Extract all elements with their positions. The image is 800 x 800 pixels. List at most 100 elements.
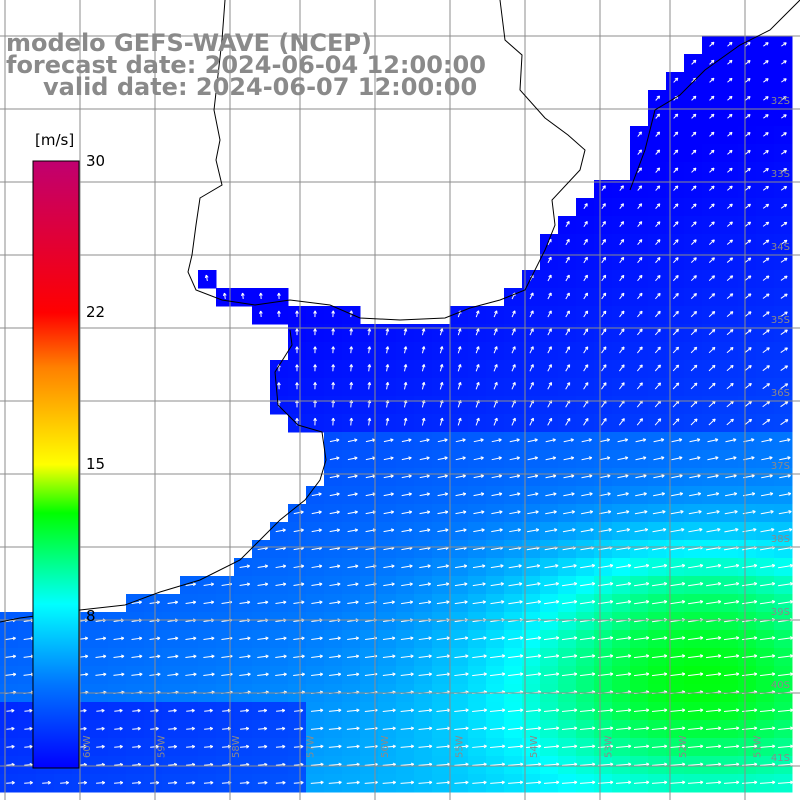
lon-label: 57W [306, 735, 317, 758]
wind-arrow [651, 708, 668, 713]
wind-arrow [527, 492, 539, 497]
wind-arrow [385, 364, 390, 372]
wind-arrow [526, 600, 542, 605]
wind-arrow [329, 582, 341, 587]
wind-arrow [762, 275, 770, 281]
wind-arrow [401, 438, 412, 443]
wind-arrow [723, 744, 740, 749]
wind-arrow [599, 474, 611, 479]
wind-arrow [565, 346, 571, 354]
wind-arrow [672, 418, 680, 426]
wind-arrow [347, 456, 358, 461]
wind-arrow [615, 600, 632, 605]
wind-arrow [275, 600, 287, 605]
wind-arrow [670, 510, 684, 515]
wind-arrow [293, 600, 305, 605]
wind-arrow [547, 382, 552, 390]
wind-arrow [561, 600, 578, 605]
wind-arrow [597, 780, 614, 785]
wind-arrow [511, 346, 516, 354]
wind-arrow [579, 726, 596, 731]
wind-arrow [689, 438, 701, 443]
wind-arrow [367, 417, 372, 426]
wind-arrow [490, 636, 505, 641]
wind-arrow [185, 780, 196, 785]
wind-arrow [579, 780, 596, 785]
wind-arrow [583, 346, 589, 354]
wind-arrow [167, 636, 179, 641]
wind-arrow [382, 744, 396, 749]
wind-arrow [744, 203, 751, 209]
wind-arrow [654, 328, 661, 336]
wind-arrow [726, 275, 734, 281]
wind-arrow [311, 528, 322, 533]
wind-arrow [619, 256, 625, 264]
wind-arrow [779, 456, 791, 461]
wind-arrow [204, 274, 209, 282]
wind-arrow [313, 310, 317, 318]
wind-arrow [60, 780, 69, 785]
wind-arrow [275, 672, 287, 677]
wind-arrow [726, 347, 734, 354]
wind-arrow [400, 708, 414, 713]
wind-arrow [724, 527, 739, 533]
wind-arrow [690, 328, 698, 336]
wind-arrow [401, 600, 414, 605]
wind-arrow [275, 780, 286, 785]
wind-arrow [762, 347, 770, 354]
wind-arrow [331, 346, 336, 354]
wind-arrow [705, 672, 722, 677]
wind-arrow [727, 149, 733, 155]
wind-arrow [581, 456, 593, 461]
wind-arrow [651, 581, 668, 587]
wind-arrow [561, 780, 578, 785]
wind-arrow [762, 311, 770, 317]
wind-arrow [439, 381, 444, 390]
lat-label: 40S [771, 680, 790, 691]
wind-arrow [167, 654, 179, 659]
wind-arrow [547, 292, 552, 300]
wind-arrow [275, 564, 287, 569]
wind-arrow [310, 780, 324, 785]
lon-label: 52W [678, 735, 689, 758]
wind-arrow [529, 382, 534, 390]
wind-arrow [525, 708, 542, 713]
wind-arrow [185, 636, 197, 641]
wind-arrow [778, 527, 793, 533]
wind-arrow [419, 492, 430, 497]
wind-arrow [472, 672, 487, 677]
wind-arrow [114, 780, 124, 785]
wind-arrow [705, 563, 722, 569]
wind-arrow [654, 418, 662, 426]
wind-arrow [259, 310, 263, 318]
wind-arrow [367, 346, 372, 354]
wind-arrow [759, 672, 776, 677]
wind-arrow [403, 346, 408, 354]
wind-arrow [401, 456, 412, 461]
wind-arrow [113, 654, 125, 659]
wind-arrow [401, 510, 413, 515]
wind-arrow [744, 293, 752, 299]
wind-arrow [329, 564, 341, 569]
lon-label: 51W [753, 735, 764, 758]
wind-arrow [619, 310, 625, 318]
wind-arrow [687, 563, 704, 569]
wind-arrow [687, 726, 704, 731]
wind-arrow [96, 780, 106, 785]
wind-arrow [762, 365, 770, 372]
wind-arrow [472, 582, 486, 587]
wind-arrow [543, 636, 560, 641]
wind-arrow [597, 672, 614, 677]
wind-arrow [651, 654, 668, 659]
wind-arrow [781, 42, 787, 47]
wind-arrow [240, 292, 245, 300]
wind-arrow [691, 203, 697, 209]
wind-arrow [687, 744, 704, 749]
wind-arrow [543, 600, 560, 605]
wind-arrow [615, 708, 632, 713]
wind-arrow [310, 708, 324, 713]
wind-arrow [579, 600, 596, 605]
wind-arrow [651, 744, 668, 749]
wind-arrow [762, 257, 770, 263]
wind-arrow [781, 78, 787, 83]
